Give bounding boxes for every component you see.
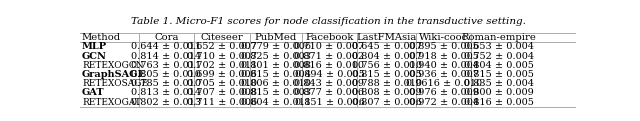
Text: 0.940 ± 0.004: 0.940 ± 0.004 xyxy=(408,61,479,70)
Text: PubMed: PubMed xyxy=(255,33,297,42)
Text: LastFMAsia: LastFMAsia xyxy=(356,33,417,42)
Text: 0.976 ± 0.009: 0.976 ± 0.009 xyxy=(408,88,479,97)
Text: MLP: MLP xyxy=(82,42,107,51)
Text: 0.752 ± 0.004: 0.752 ± 0.004 xyxy=(464,52,534,61)
Text: 0.785 ± 0.010: 0.785 ± 0.010 xyxy=(131,79,202,88)
Text: 0.918 ± 0.005: 0.918 ± 0.005 xyxy=(408,52,479,61)
Text: RETEXOSAGE: RETEXOSAGE xyxy=(82,79,148,88)
Text: 0.763 ± 0.011: 0.763 ± 0.011 xyxy=(131,61,202,70)
Text: 0.702 ± 0.011: 0.702 ± 0.011 xyxy=(187,61,257,70)
Text: 0.815 ± 0.005: 0.815 ± 0.005 xyxy=(464,70,534,79)
Text: Method: Method xyxy=(82,33,121,42)
Text: 0.936 ± 0.007: 0.936 ± 0.007 xyxy=(408,70,479,79)
Text: 0.871 ± 0.002: 0.871 ± 0.002 xyxy=(294,52,365,61)
Text: Roman-empire: Roman-empire xyxy=(461,33,536,42)
Text: Table 1. Micro-F1 scores for node classification in the transductive setting.: Table 1. Micro-F1 scores for node classi… xyxy=(131,17,525,26)
Text: GCN: GCN xyxy=(82,52,107,61)
Text: 0.816 ± 0.005: 0.816 ± 0.005 xyxy=(464,98,534,107)
Text: 0.851 ± 0.006: 0.851 ± 0.006 xyxy=(294,98,364,107)
Text: 0.806 ± 0.010: 0.806 ± 0.010 xyxy=(241,79,310,88)
Text: 0.652 ± 0.007: 0.652 ± 0.007 xyxy=(187,42,257,51)
Text: 0.699 ± 0.006: 0.699 ± 0.006 xyxy=(187,70,257,79)
Text: 0.805 ± 0.010: 0.805 ± 0.010 xyxy=(131,70,201,79)
Text: 0.710 ± 0.007: 0.710 ± 0.007 xyxy=(187,52,257,61)
Text: 0.813 ± 0.014: 0.813 ± 0.014 xyxy=(131,88,202,97)
Text: 0.804 ± 0.011: 0.804 ± 0.011 xyxy=(241,98,311,107)
Text: 0.802 ± 0.013: 0.802 ± 0.013 xyxy=(131,98,202,107)
Text: RETEXOGCN: RETEXOGCN xyxy=(82,61,143,70)
Text: 0.705 ± 0.010: 0.705 ± 0.010 xyxy=(187,79,257,88)
Text: 0.843 ± 0.009: 0.843 ± 0.009 xyxy=(294,79,365,88)
Text: 0.707 ± 0.008: 0.707 ± 0.008 xyxy=(187,88,257,97)
Text: 0.815 ± 0.005: 0.815 ± 0.005 xyxy=(351,70,422,79)
Text: 0.788 ± 0.010: 0.788 ± 0.010 xyxy=(351,79,422,88)
Text: 0.895 ± 0.005: 0.895 ± 0.005 xyxy=(409,42,479,51)
Text: Citeseer: Citeseer xyxy=(200,33,243,42)
Text: GraphSAGE: GraphSAGE xyxy=(82,70,146,79)
Text: 0.894 ± 0.005: 0.894 ± 0.005 xyxy=(294,70,364,79)
Text: 0.645 ± 0.007: 0.645 ± 0.007 xyxy=(351,42,422,51)
Text: 0.779 ± 0.006: 0.779 ± 0.006 xyxy=(241,42,310,51)
Text: 0.653 ± 0.004: 0.653 ± 0.004 xyxy=(464,42,534,51)
Text: RETEXOGAT: RETEXOGAT xyxy=(82,98,141,107)
Text: Cora: Cora xyxy=(154,33,179,42)
Text: 0.825 ± 0.003: 0.825 ± 0.003 xyxy=(241,52,310,61)
Text: 0.800 ± 0.009: 0.800 ± 0.009 xyxy=(464,88,534,97)
Text: 0.835 ± 0.004: 0.835 ± 0.004 xyxy=(464,79,534,88)
Text: 0.816 ± 0.010: 0.816 ± 0.010 xyxy=(294,61,365,70)
Text: 0.711 ± 0.006: 0.711 ± 0.006 xyxy=(187,98,257,107)
Text: 0.808 ± 0.009: 0.808 ± 0.009 xyxy=(351,88,421,97)
Text: 0.801 ± 0.008: 0.801 ± 0.008 xyxy=(241,61,310,70)
Text: 0.710 ± 0.007: 0.710 ± 0.007 xyxy=(294,42,365,51)
Text: Facebook: Facebook xyxy=(305,33,354,42)
Text: 0.9616 ± 0.010: 0.9616 ± 0.010 xyxy=(406,79,482,88)
Text: 0.804 ± 0.007: 0.804 ± 0.007 xyxy=(351,52,422,61)
Text: 0.877 ± 0.006: 0.877 ± 0.006 xyxy=(294,88,365,97)
Text: GAT: GAT xyxy=(82,88,104,97)
Text: 0.807 ± 0.006: 0.807 ± 0.006 xyxy=(351,98,422,107)
Text: 0.644 ± 0.011: 0.644 ± 0.011 xyxy=(131,42,202,51)
Text: 0.972 ± 0.004: 0.972 ± 0.004 xyxy=(408,98,479,107)
Text: 0.804 ± 0.005: 0.804 ± 0.005 xyxy=(464,61,534,70)
Text: 0.756 ± 0.010: 0.756 ± 0.010 xyxy=(351,61,422,70)
Text: 0.815 ± 0.004: 0.815 ± 0.004 xyxy=(241,70,310,79)
Text: 0.814 ± 0.014: 0.814 ± 0.014 xyxy=(131,52,202,61)
Text: Wiki-cooc: Wiki-cooc xyxy=(419,33,468,42)
Text: 0.815 ± 0.003: 0.815 ± 0.003 xyxy=(241,88,310,97)
